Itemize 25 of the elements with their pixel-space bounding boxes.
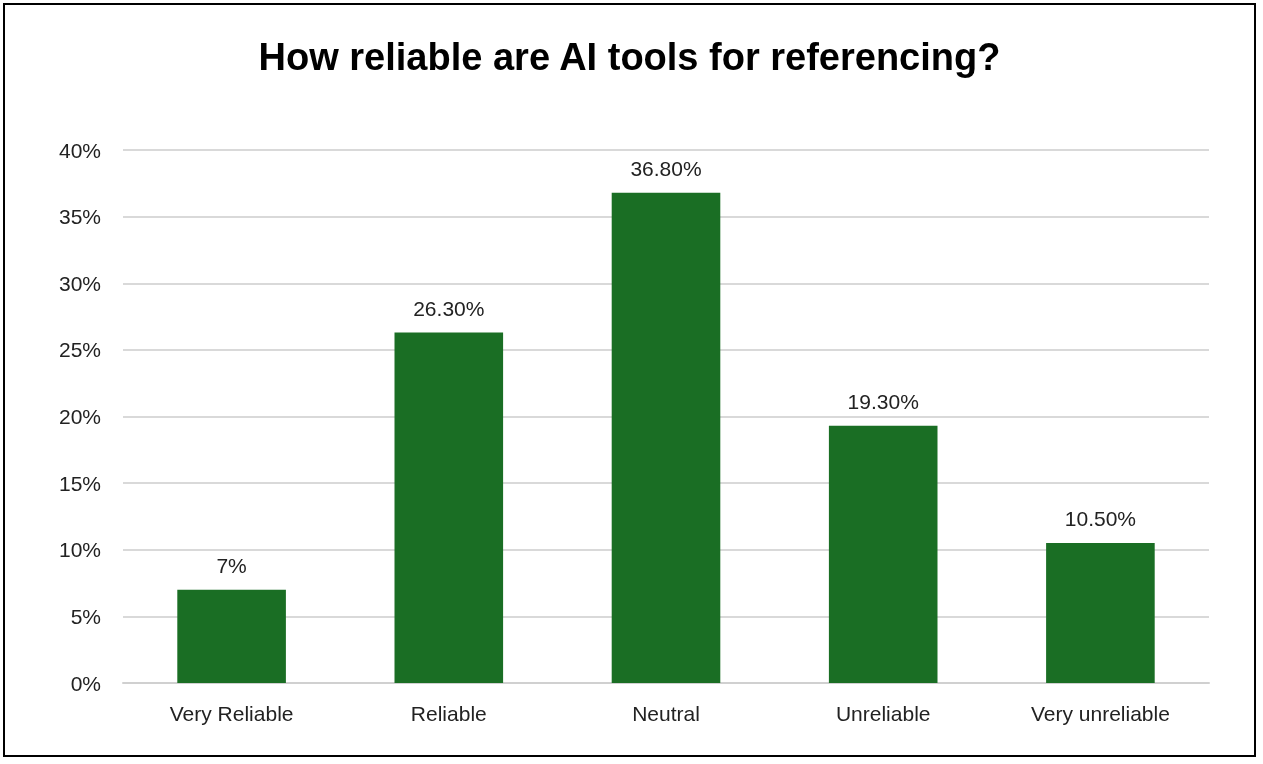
x-tick-label: Very Reliable <box>169 702 294 725</box>
y-tick-label: 15% <box>58 471 101 495</box>
y-tick-label: 0% <box>70 671 101 695</box>
bar <box>394 332 504 683</box>
bar <box>828 425 938 683</box>
y-tick-label: 5% <box>70 604 101 628</box>
data-label: 36.80% <box>630 156 702 180</box>
x-tick-label: Unreliable <box>835 702 931 725</box>
data-label: 10.50% <box>1064 507 1137 531</box>
data-label: 7% <box>216 553 247 577</box>
data-label: 19.30% <box>847 389 919 413</box>
x-tick-label: Reliable <box>410 702 487 725</box>
data-label: 26.30% <box>413 296 485 320</box>
y-tick-label: 30% <box>58 271 101 295</box>
bar <box>611 192 721 683</box>
y-tick-label: 25% <box>58 338 101 362</box>
bar <box>177 589 286 683</box>
y-tick-label: 35% <box>58 205 101 229</box>
bar <box>1046 543 1155 683</box>
y-tick-label: 20% <box>58 405 101 428</box>
y-tick-label: 10% <box>58 538 101 562</box>
y-tick-label: 40% <box>58 138 101 162</box>
x-tick-label: Very unreliable <box>1030 702 1170 725</box>
chart-title: How reliable are AI tools for referencing? <box>258 36 1001 78</box>
x-tick-label: Neutral <box>632 702 700 725</box>
